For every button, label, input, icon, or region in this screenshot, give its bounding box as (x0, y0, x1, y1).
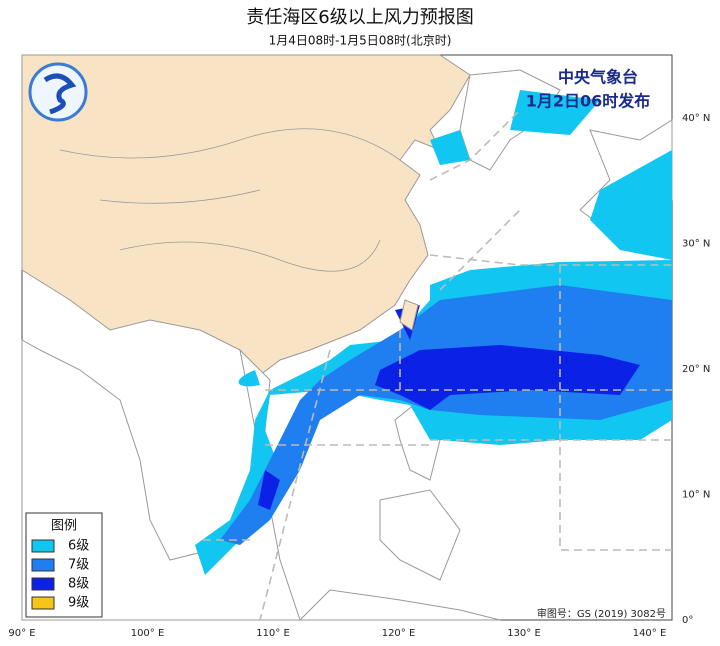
wind-zone-6 (430, 90, 672, 260)
legend-label: 9级 (68, 596, 89, 611)
lat-label: 40° N (682, 113, 710, 124)
china-land (21, 54, 471, 376)
legend-swatch (31, 558, 55, 572)
lat-label: 10° N (682, 490, 710, 501)
title: 责任海区6级以上风力预报图 (246, 7, 473, 28)
legend-title: 图例 (51, 519, 77, 534)
wind-zone-7 (220, 285, 672, 545)
lon-label: 100° E (131, 628, 165, 639)
legend-label: 7级 (68, 558, 89, 573)
issuer-time: 1月2日06时发布 (526, 92, 651, 111)
lon-label: 110° E (256, 628, 290, 639)
wind-zone-8 (258, 305, 640, 510)
legend-swatch (31, 596, 55, 610)
legend-label: 6级 (68, 539, 89, 554)
logo-mark (43, 73, 77, 115)
lat-label: 20° N (682, 364, 710, 375)
approval: 审图号：GS (2019) 3082号 (537, 607, 666, 620)
legend: 图例 6级 7级 8级 9级 (25, 512, 103, 618)
lon-label: 130° E (507, 628, 541, 639)
issuer-name: 中央气象台 (558, 68, 638, 87)
map (21, 54, 673, 621)
lat-label: 0° (682, 615, 693, 626)
subtitle: 1月4日08时-1月5日08时(北京时) (269, 34, 452, 48)
lon-label: 140° E (633, 628, 667, 639)
legend-label: 8级 (68, 577, 89, 592)
lon-label: 90° E (8, 628, 35, 639)
lon-label: 120° E (382, 628, 416, 639)
legend-swatch (31, 577, 55, 591)
axis-labels: 90° E 100° E 110° E 120° E 130° E 140° E 40° N… (8, 113, 710, 639)
legend-swatch (31, 539, 55, 553)
lat-label: 30° N (682, 239, 710, 250)
taiwan-land (399, 299, 419, 331)
